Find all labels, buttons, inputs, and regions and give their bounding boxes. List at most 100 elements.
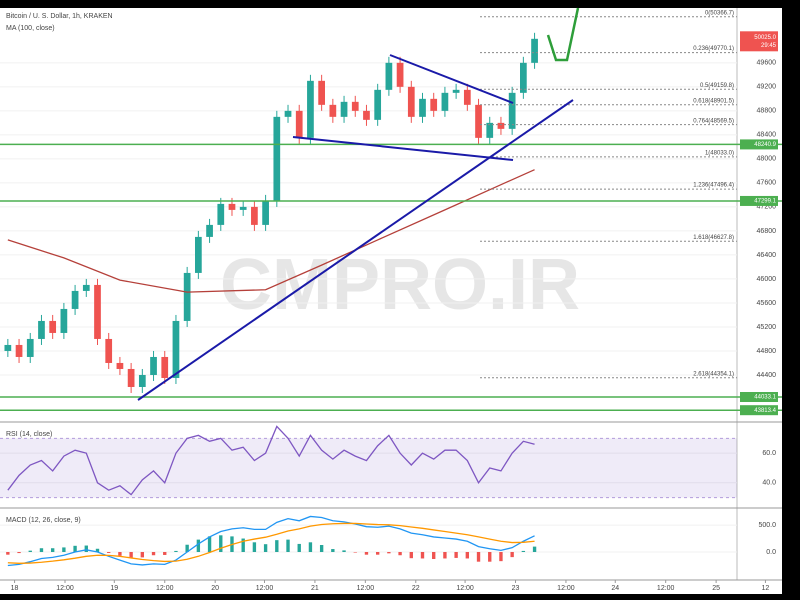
y-tick-label: 49600: [757, 60, 777, 67]
candle-body: [295, 110, 303, 138]
candle-body: [441, 92, 449, 111]
y-tick-label: 48400: [757, 132, 777, 139]
candle-body: [273, 116, 281, 201]
chart-title: Bitcoin / U. S. Dollar, 1h, KRAKEN: [6, 13, 113, 20]
x-tick-label: 12:00: [256, 585, 274, 592]
x-tick-label: 12:00: [557, 585, 575, 592]
macd-histogram-bar: [207, 536, 212, 552]
x-tick-label: 12:00: [357, 585, 375, 592]
macd-histogram-bar: [499, 552, 503, 562]
x-tick-label: 12:00: [56, 585, 74, 592]
trend-line: [292, 136, 514, 161]
y-tick-label: 49200: [757, 84, 777, 91]
macd-histogram-bar: [62, 547, 66, 552]
macd-histogram-bar: [521, 550, 526, 552]
last-price-label: 50025.0: [754, 35, 776, 41]
candle-body: [329, 104, 337, 117]
indicator-line: [7, 522, 535, 564]
fib-label: 1(48033.0): [705, 150, 734, 156]
macd-histogram-bar: [140, 552, 145, 558]
fib-label: 0.236(49770.1): [693, 46, 734, 52]
macd-histogram-bar: [241, 538, 245, 552]
macd-histogram-bar: [129, 552, 133, 558]
fib-label: 1.236(47496.4): [693, 183, 734, 189]
y-tick-label: 47200: [757, 204, 777, 211]
candle-body: [183, 272, 191, 321]
candle-body: [475, 104, 482, 138]
macd-histogram-bar: [353, 552, 357, 553]
indicator-line: [7, 425, 535, 496]
candle-body: [340, 101, 348, 117]
y-tick-label: 46800: [757, 228, 777, 235]
macd-histogram-bar: [432, 552, 436, 559]
candle-body: [150, 356, 157, 375]
candle-body: [239, 206, 247, 210]
candle-body: [251, 206, 258, 225]
macd-histogram-bar: [263, 544, 268, 552]
level-tag: [740, 139, 778, 150]
y-tick-label: 48000: [757, 156, 777, 163]
candle-body: [127, 368, 135, 387]
candle-body: [49, 320, 57, 333]
last-price-tag: [740, 31, 778, 52]
macd-histogram-bar: [308, 542, 313, 552]
macd-histogram-bar: [219, 535, 223, 552]
macd-histogram-bar: [420, 552, 425, 559]
macd-histogram-bar: [39, 548, 44, 552]
macd-histogram-bar: [286, 539, 290, 552]
plot-area: 49600 49200 48800 48400 48000 47600 47200 46800…: [0, 10, 782, 592]
level-label: 44033.1: [754, 395, 776, 401]
x-tick-label: 24: [611, 585, 619, 592]
candle-body: [138, 374, 146, 387]
level-label: 47299.1: [754, 199, 776, 205]
fib-label: 2.618(44354.1): [693, 371, 734, 377]
y-tick-label: 47600: [757, 180, 777, 187]
fib-label: 0.5(49159.8): [700, 83, 734, 89]
macd-histogram-bar: [50, 548, 55, 552]
macd-histogram-bar: [488, 552, 492, 562]
x-tick-label: 12: [762, 585, 770, 592]
macd-histogram-bar: [465, 552, 470, 559]
x-tick-label: 12:00: [456, 585, 474, 592]
projection-arrow: [546, 7, 580, 62]
macd-histogram-bar: [196, 539, 201, 552]
candle-body: [363, 110, 370, 120]
macd-histogram-bar: [252, 542, 257, 552]
fib-label: 0.764(48569.5): [693, 118, 734, 124]
macd-histogram-bar: [375, 552, 380, 555]
fib-label: 0(50366.7): [705, 10, 734, 16]
x-tick-label: 22: [412, 585, 420, 592]
x-tick-label: 12:00: [657, 585, 675, 592]
candle-body: [430, 98, 438, 111]
level-tag: [740, 195, 778, 206]
trend-line: [137, 99, 574, 401]
y-tick-label: 45200: [757, 324, 777, 331]
fib-label: 0.618(48901.5): [693, 98, 734, 104]
macd-histogram-bar: [398, 552, 402, 556]
y-tick-label: 60.0: [762, 450, 776, 457]
macd-histogram-bar: [118, 552, 122, 556]
indicator-label: MACD (12, 26, close, 9): [6, 517, 81, 524]
macd-histogram-bar: [95, 548, 100, 552]
candle-body: [374, 89, 382, 120]
y-tick-label: 40.0: [762, 480, 776, 487]
y-tick-label: 44800: [757, 348, 777, 355]
macd-histogram-bar: [275, 540, 279, 552]
candle-body: [318, 80, 325, 105]
rsi-band: [0, 438, 737, 498]
macd-histogram-bar: [84, 545, 88, 552]
candle-body: [463, 89, 471, 105]
indicator-label: RSI (14, close): [6, 431, 52, 438]
macd-histogram-bar: [319, 545, 324, 552]
candle-body: [284, 110, 292, 117]
y-tick-label: 0.0: [766, 549, 776, 556]
watermark: CMPRO.IR: [220, 245, 580, 325]
candle-body: [520, 62, 527, 93]
trend-lines: [137, 7, 580, 401]
candle-body: [206, 224, 213, 237]
candle-body: [419, 98, 426, 117]
candle-body: [217, 203, 225, 225]
macd-histogram-bar: [443, 552, 447, 559]
candle-body: [105, 338, 113, 363]
